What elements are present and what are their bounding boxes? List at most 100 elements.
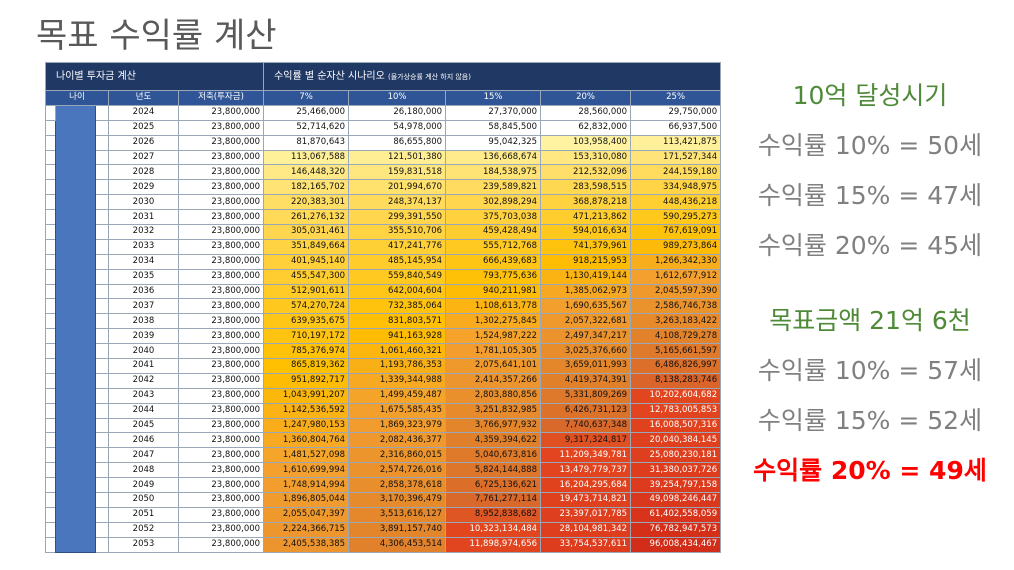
column-header: 나이 — [45, 90, 109, 106]
value-cell: 184,538,975 — [445, 164, 542, 181]
value-cell: 642,004,604 — [348, 283, 447, 300]
age-spacer — [95, 179, 109, 196]
age-spacer — [45, 149, 56, 166]
table-row: 2049 23,800,000 1,748,914,994 2,858,378,618… — [45, 477, 722, 494]
value-cell: 23,800,000 — [177, 253, 265, 270]
value-cell: 2,057,322,681 — [540, 313, 632, 330]
table-row: 2050 23,800,000 1,896,805,044 3,170,396,479… — [45, 492, 722, 508]
value-cell: 7,740,637,348 — [540, 417, 632, 434]
age-spacer — [95, 462, 109, 479]
value-cell: 1,524,987,222 — [445, 328, 542, 345]
value-cell: 4,419,374,391 — [540, 372, 632, 389]
value-cell: 732,385,064 — [348, 298, 447, 315]
value-cell: 2,586,746,738 — [630, 298, 722, 315]
age-spacer — [45, 462, 56, 479]
table-row: 2033 23,800,000 351,849,664 417,241,776 555,… — [45, 238, 722, 255]
value-cell: 6,725,136,621 — [445, 477, 542, 494]
value-cell: 26,180,000 — [348, 104, 447, 121]
value-cell: 8,952,838,682 — [445, 506, 542, 523]
value-cell: 574,270,724 — [263, 298, 350, 315]
age-spacer — [45, 492, 56, 508]
panel-item: 수익률 15% = 52세 — [757, 406, 983, 435]
age-spacer — [95, 492, 109, 508]
value-cell: 459,428,494 — [445, 224, 542, 240]
table-row: 2047 23,800,000 1,481,527,098 2,316,860,015… — [45, 447, 722, 464]
value-cell: 1,385,062,973 — [540, 283, 632, 300]
year-cell: 2045 — [108, 417, 179, 434]
value-cell: 417,241,776 — [348, 238, 447, 255]
year-cell: 2035 — [108, 268, 179, 285]
table-row: 2048 23,800,000 1,610,699,994 2,574,726,016… — [45, 462, 722, 479]
value-cell: 3,891,157,740 — [348, 521, 447, 538]
age-spacer — [95, 134, 109, 151]
value-cell: 58,845,500 — [445, 119, 542, 136]
table-row: 2026 23,800,000 81,870,643 86,655,800 95,042… — [45, 134, 722, 151]
year-cell: 2036 — [108, 283, 179, 300]
value-cell: 512,901,611 — [263, 283, 350, 300]
value-cell: 831,803,571 — [348, 313, 447, 330]
value-cell: 2,316,860,015 — [348, 447, 447, 464]
value-cell: 12,783,005,853 — [630, 402, 722, 419]
age-spacer — [45, 283, 56, 300]
year-cell: 2030 — [108, 194, 179, 211]
value-cell: 485,145,954 — [348, 253, 447, 270]
value-cell: 23,800,000 — [177, 343, 265, 360]
value-cell: 248,374,137 — [348, 194, 447, 211]
value-cell: 23,800,000 — [177, 164, 265, 181]
value-cell: 39,254,797,158 — [630, 477, 722, 494]
value-cell: 76,782,947,573 — [630, 521, 722, 538]
year-cell: 2042 — [108, 372, 179, 389]
age-spacer — [95, 194, 109, 211]
value-cell: 23,800,000 — [177, 179, 265, 196]
value-cell: 375,703,038 — [445, 209, 542, 226]
value-cell: 2,803,880,856 — [445, 387, 542, 404]
value-cell: 1,302,275,845 — [445, 313, 542, 330]
value-cell: 103,958,400 — [540, 134, 632, 151]
age-spacer — [45, 402, 56, 419]
age-spacer — [45, 536, 56, 553]
age-spacer — [95, 253, 109, 270]
year-cell: 2027 — [108, 149, 179, 166]
value-cell: 448,436,218 — [630, 194, 722, 211]
age-spacer — [45, 313, 56, 330]
age-spacer — [45, 164, 56, 181]
column-header: 15% — [445, 90, 542, 106]
age-spacer — [95, 506, 109, 523]
age-spacer — [45, 194, 56, 211]
year-cell: 2046 — [108, 432, 179, 449]
year-cell: 2032 — [108, 224, 179, 240]
age-spacer — [45, 417, 56, 434]
value-cell: 171,527,344 — [630, 149, 722, 166]
value-cell: 299,391,550 — [348, 209, 447, 226]
header-row: 나이 년도 저축(투자금) 7% 10% 15% 20% 25% — [45, 90, 722, 106]
year-cell: 2029 — [108, 179, 179, 196]
age-spacer — [95, 417, 109, 434]
value-cell: 23,800,000 — [177, 492, 265, 508]
value-cell: 1,481,527,098 — [263, 447, 350, 464]
age-spacer — [45, 432, 56, 449]
age-spacer — [95, 387, 109, 404]
value-cell: 23,800,000 — [177, 149, 265, 166]
value-cell: 19,473,714,821 — [540, 492, 632, 508]
value-cell: 1,896,805,044 — [263, 492, 350, 508]
value-cell: 305,031,461 — [263, 224, 350, 240]
year-cell: 2047 — [108, 447, 179, 464]
value-cell: 239,589,821 — [445, 179, 542, 196]
value-cell: 113,067,588 — [263, 149, 350, 166]
value-cell: 2,045,597,390 — [630, 283, 722, 300]
value-cell: 4,108,729,278 — [630, 328, 722, 345]
value-cell: 23,800,000 — [177, 402, 265, 419]
value-cell: 10,202,604,682 — [630, 387, 722, 404]
panel-heading: 목표금액 21억 6천 — [769, 306, 971, 335]
value-cell: 741,379,961 — [540, 238, 632, 255]
value-cell: 23,800,000 — [177, 238, 265, 255]
value-cell: 639,935,675 — [263, 313, 350, 330]
value-cell: 471,213,862 — [540, 209, 632, 226]
panel-item: 수익률 15% = 47세 — [757, 181, 983, 210]
age-spacer — [95, 477, 109, 494]
table-row: 2035 23,800,000 455,547,300 559,840,549 793,… — [45, 268, 722, 285]
panel-heading: 10억 달성시기 — [792, 81, 948, 110]
age-spacer — [95, 328, 109, 345]
value-cell: 1,675,585,435 — [348, 402, 447, 419]
